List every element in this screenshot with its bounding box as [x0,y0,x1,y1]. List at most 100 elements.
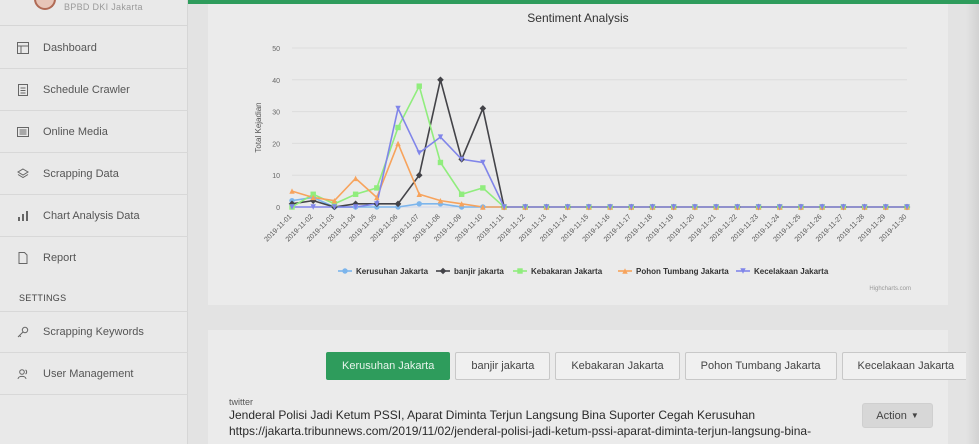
series-line [292,105,907,208]
data-point [586,204,592,210]
data-point [734,204,741,210]
data-point [416,83,422,89]
chart-card: Sentiment Analysis 0 10 20 30 40 50 Total Kejad… [208,4,948,305]
chart-credit: Highcharts.com [869,286,911,292]
tab-kebakaran-jakarta[interactable]: Kebakaran Jakarta [555,352,680,380]
data-point [479,105,487,112]
settings-section-label: SETTINGS [19,293,67,303]
sidebar-item-scrapping-keywords[interactable]: Scrapping Keywords [0,311,188,353]
data-point [437,159,444,166]
sidebar-item-label: Scrapping Data [43,167,119,180]
sidebar-item-schedule-crawler[interactable]: Schedule Crawler [0,69,188,111]
data-point [395,140,401,147]
data-point [622,268,628,274]
sidebar-item-label: Online Media [43,125,108,138]
data-point [458,201,465,207]
data-point [777,204,783,210]
data-point [394,200,402,208]
sidebar-item-label: Schedule Crawler [43,83,130,96]
data-point [883,204,889,210]
keyword-tabs: Kerusuhan Jakarta banjir jakarta Kebakar… [326,352,971,380]
logo-area[interactable]: BPBD DKI Jakarta [0,0,188,26]
legend-label: Kecelakaan Jakarta [754,267,829,276]
post-title: Jenderal Polisi Jadi Ketum PSSI, Aparat … [229,408,756,422]
users-icon [16,367,30,381]
post-link[interactable]: https://jakarta.tribunnews.com/2019/11/0… [229,424,812,438]
posts-card [208,330,948,444]
y-axis-label: Total Kejadian [254,102,263,152]
data-point [289,188,295,194]
logo-text: BPBD DKI Jakarta [64,2,143,12]
data-point [415,171,423,179]
sidebar-item-label: Dashboard [43,41,97,54]
data-point [517,268,523,274]
y-tick-label: 40 [272,78,280,85]
data-point [607,204,613,210]
legend-label: Kerusuhan Jakarta [356,267,429,276]
sidebar-item-online-media[interactable]: Online Media [0,111,188,153]
layers-icon [16,167,30,181]
file-icon [16,251,30,265]
sidebar-item-report[interactable]: Report [0,237,188,279]
data-point [543,204,550,210]
data-point [671,204,677,210]
data-point [439,267,447,275]
sidebar-item-label: Report [43,252,77,264]
data-point [861,204,868,210]
data-point [458,156,465,162]
top-accent-bar [188,0,979,4]
data-point [395,105,401,112]
sidebar-item-scrapping-data[interactable]: Scrapping Data [0,153,188,195]
action-dropdown-button[interactable]: Action ▼ [862,403,933,428]
tab-banjir-jakarta[interactable]: banjir jakarta [455,352,551,380]
data-point [713,204,719,210]
legend-label: banjir jakarta [454,267,504,276]
data-point [740,268,746,274]
table-icon [16,41,30,55]
data-point [692,204,698,210]
data-point [416,191,422,197]
sidebar-item-chart-analysis-data[interactable]: Chart Analysis Data [0,195,188,237]
chart-title: Sentiment Analysis [527,11,628,25]
sidebar-item-dashboard[interactable]: Dashboard [0,27,188,69]
data-point [480,204,486,210]
bar-chart-icon [16,209,30,223]
tab-kerusuhan-jakarta[interactable]: Kerusuhan Jakarta [326,352,451,380]
data-point [480,185,486,191]
data-point [352,191,359,197]
data-point [395,124,401,131]
data-point [501,204,507,210]
data-point [310,194,316,201]
data-point [374,201,380,207]
data-point [374,194,380,201]
data-point [352,175,359,182]
legend-label: Kebakaran Jakarta [531,267,603,276]
logo-icon [34,0,56,10]
data-point [522,204,528,210]
scrollbar[interactable] [966,4,979,444]
action-button-label: Action [876,409,907,422]
data-point [437,197,444,204]
sentiment-line-chart: Sentiment Analysis 0 10 20 30 40 50 Total Kejad… [254,11,911,292]
data-point [628,204,635,210]
sidebar: BPBD DKI Jakarta Dashboard Schedule Craw… [0,0,188,444]
data-point [352,204,359,210]
newspaper-icon [16,125,30,139]
data-point [819,204,825,210]
y-tick-label: 0 [276,205,280,212]
sidebar-item-label: Chart Analysis Data [43,209,140,222]
data-point [480,159,486,166]
series-line [291,83,907,208]
y-tick-label: 20 [272,141,280,148]
sidebar-item-user-management[interactable]: User Management [0,353,188,395]
series-line [291,196,907,208]
data-point [904,204,910,210]
data-point [310,204,316,210]
data-point [564,204,571,210]
y-tick-label: 30 [272,110,280,117]
data-point [374,185,380,191]
tab-pohon-tumbang-jakarta[interactable]: Pohon Tumbang Jakarta [684,352,837,380]
data-point [289,204,295,210]
sidebar-item-label: User Management [43,367,134,380]
tab-kecelakaan-jakarta[interactable]: Kecelakaan Jakarta [841,352,971,380]
